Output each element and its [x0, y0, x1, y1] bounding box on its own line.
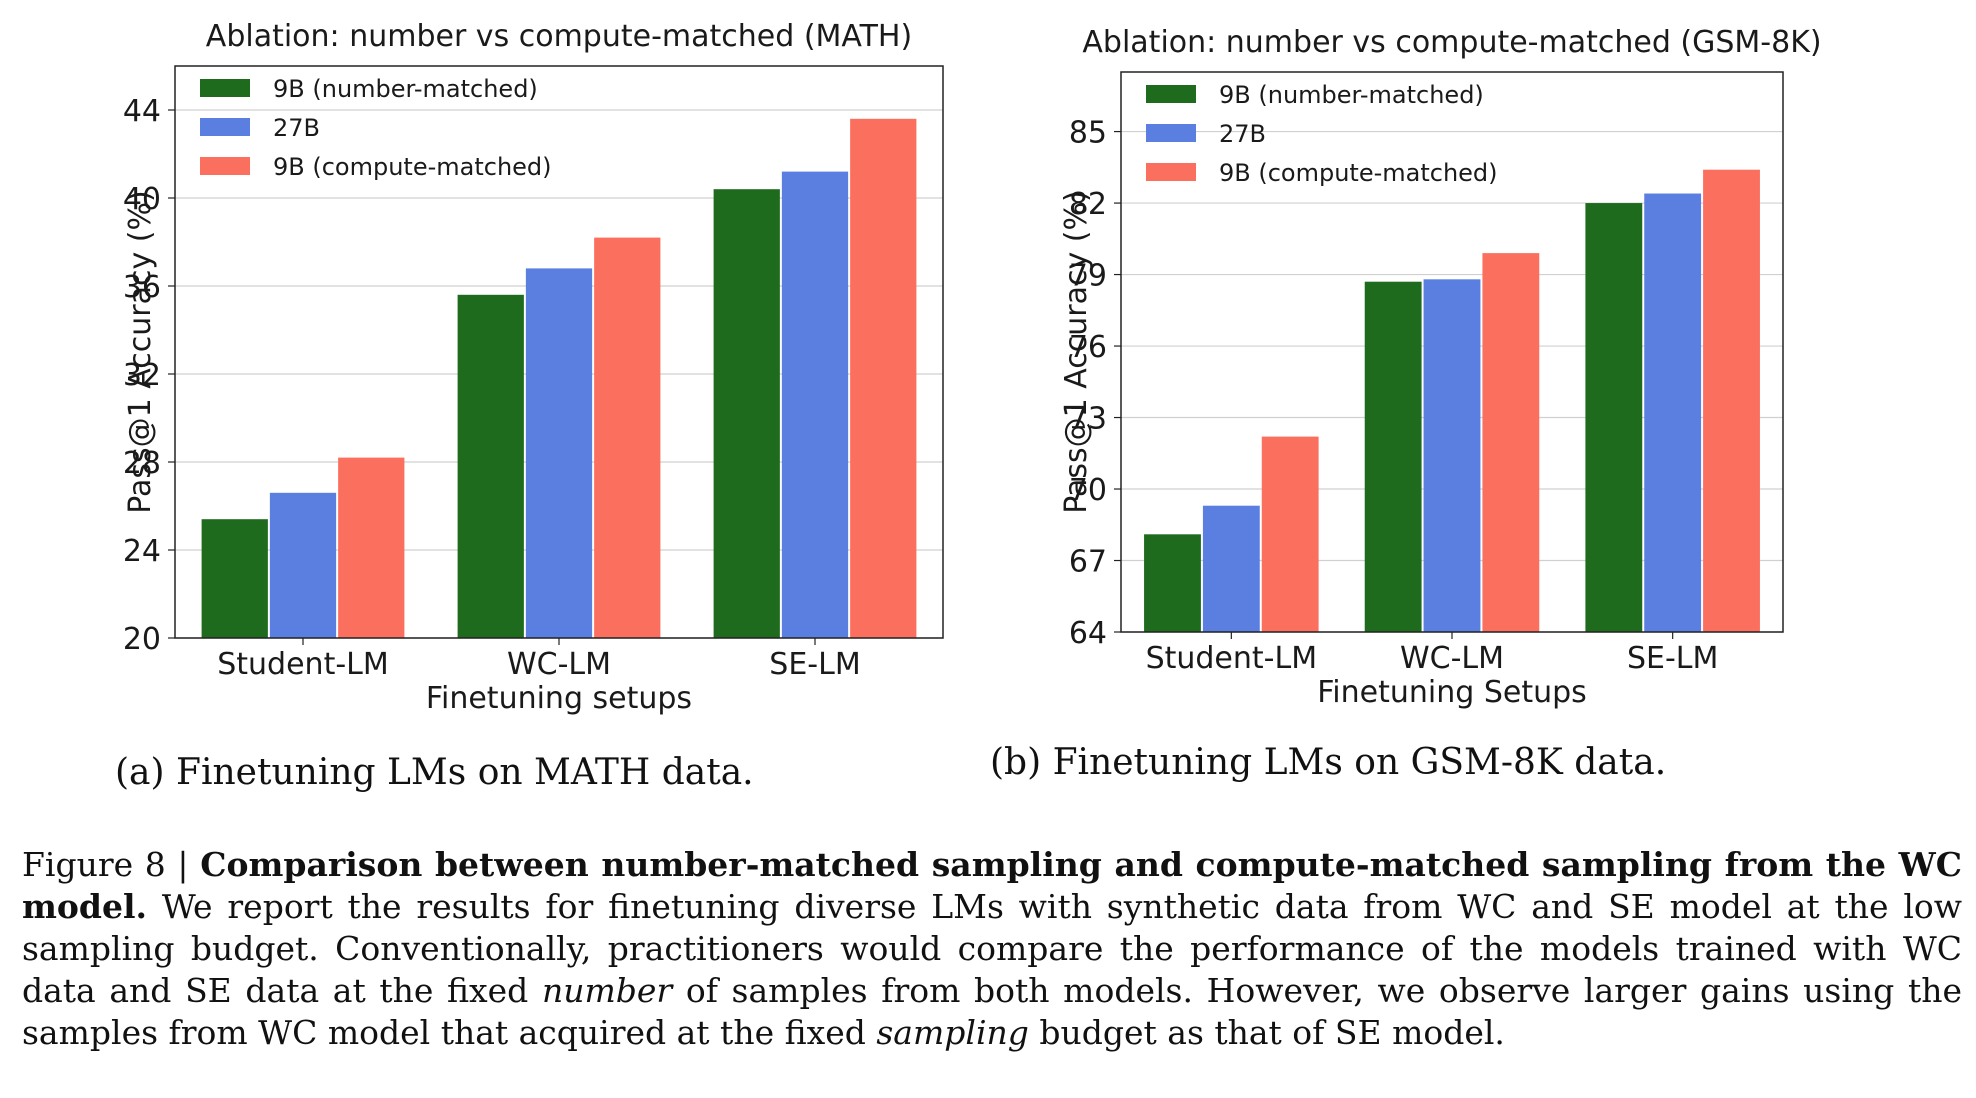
bar [201, 519, 268, 638]
chart-gsm8k-svg: Student-LM WC-LM SE-LM 64 67 70 73 76 79 82 85 Abla… [1059, 25, 1822, 710]
y-tick-label: 64 [1069, 616, 1107, 651]
bar [525, 268, 593, 638]
x-tick-label: WC-LM [1400, 641, 1504, 676]
y-tick-label: 70 [1069, 473, 1107, 508]
legend-label: 9B (number-matched) [1219, 81, 1484, 109]
x-tick-label: Student-LM [1146, 641, 1318, 676]
chart-title: Ablation: number vs compute-matched (MAT… [206, 19, 912, 54]
chart-math: Student-LM WC-LM SE-LM 20 24 28 32 36 40 44 Ablati… [0, 0, 988, 740]
y-tick-label: 73 [1069, 402, 1107, 437]
y-tick-label: 85 [1069, 116, 1107, 151]
x-tick-label: SE-LM [1627, 641, 1718, 676]
y-tick-label: 24 [123, 534, 161, 569]
y-tick-label: 67 [1069, 545, 1107, 580]
figure-caption: Figure 8 | Comparison between number-mat… [22, 844, 1962, 1054]
y-tick-label: 82 [1069, 187, 1107, 222]
bar [1585, 203, 1643, 632]
caption-bold: Comparison between number-matched sampli… [22, 845, 1963, 926]
legend-label: 27B [273, 114, 320, 142]
chart-title: Ablation: number vs compute-matched (GSM… [1082, 25, 1821, 60]
bar [338, 457, 405, 638]
legend-swatch [200, 157, 250, 175]
bar [1202, 505, 1260, 632]
y-tick-label: 32 [123, 358, 161, 393]
bar [1482, 253, 1540, 632]
legend-swatch [200, 118, 250, 136]
bar [1703, 169, 1760, 632]
legend-swatch [1146, 85, 1196, 103]
y-tick-label: 28 [123, 446, 161, 481]
caption-label: Figure 8 | [22, 845, 201, 884]
legend-swatch [200, 79, 250, 97]
plot-frame [1120, 71, 1784, 633]
y-tick-label: 20 [123, 622, 161, 657]
chart-gsm8k: Student-LM WC-LM SE-LM 64 67 70 73 76 79 82 85 Abla… [988, 0, 1976, 740]
bar [1423, 279, 1481, 632]
plot-frame [174, 65, 944, 639]
legend-label: 9B (number-matched) [273, 75, 538, 103]
y-tick-label: 76 [1069, 330, 1107, 365]
legend-label: 9B (compute-matched) [273, 153, 552, 181]
subcaption-b: (b) Finetuning LMs on GSM-8K data. [990, 742, 1667, 783]
chart-math-svg: Student-LM WC-LM SE-LM 20 24 28 32 36 40 44 Ablati… [123, 19, 944, 716]
caption-text-2: of samples from both models. However, we… [22, 971, 1962, 1052]
x-tick-label: WC-LM [507, 647, 611, 682]
bar [269, 492, 337, 638]
bar [713, 189, 780, 638]
x-axis-label: Finetuning setups [426, 681, 692, 716]
bar [1644, 193, 1702, 632]
caption-em-sampling: sampling [876, 1013, 1029, 1052]
y-axis-label: Pass@1 Accuracy (%) [123, 190, 158, 513]
x-tick-label: SE-LM [769, 647, 860, 682]
y-tick-label: 36 [123, 270, 161, 305]
bar [1261, 436, 1319, 632]
caption-em-number: number [541, 971, 673, 1010]
legend-swatch [1146, 124, 1196, 142]
legend: 9B (number-matched) 27B 9B (compute-matche… [1146, 81, 1498, 187]
x-axis-label: Finetuning Setups [1317, 675, 1587, 710]
bar [850, 118, 917, 639]
bar [1364, 281, 1422, 632]
bar [594, 237, 661, 638]
y-axis-label: Pass@1 Accuracy (%) [1059, 190, 1094, 513]
legend-label: 27B [1219, 120, 1266, 148]
y-tick-label: 44 [123, 94, 161, 129]
bar [781, 171, 849, 638]
legend-swatch [1146, 163, 1196, 181]
bar [457, 294, 524, 638]
caption-text-3: budget as that of SE model. [1028, 1013, 1505, 1052]
bar [1144, 534, 1201, 632]
legend: 9B (number-matched) 27B 9B (compute-matche… [200, 75, 552, 181]
y-tick-label: 40 [123, 182, 161, 217]
subcaption-a: (a) Finetuning LMs on MATH data. [115, 752, 754, 793]
caption-text-1: We report the results for finetuning div… [22, 887, 1962, 1010]
legend-label: 9B (compute-matched) [1219, 159, 1498, 187]
y-tick-label: 79 [1069, 259, 1107, 294]
x-tick-label: Student-LM [217, 647, 389, 682]
